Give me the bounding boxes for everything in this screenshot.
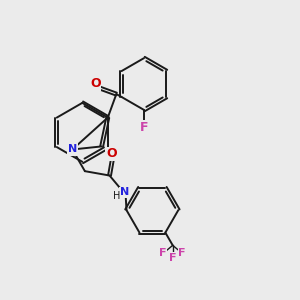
Text: H: H [113,191,121,201]
Text: N: N [68,145,77,154]
Text: N: N [119,187,129,197]
Text: F: F [160,248,167,258]
Text: O: O [90,77,101,90]
Text: F: F [140,121,148,134]
Text: F: F [178,248,186,258]
Text: F: F [169,253,176,263]
Text: O: O [106,147,117,160]
